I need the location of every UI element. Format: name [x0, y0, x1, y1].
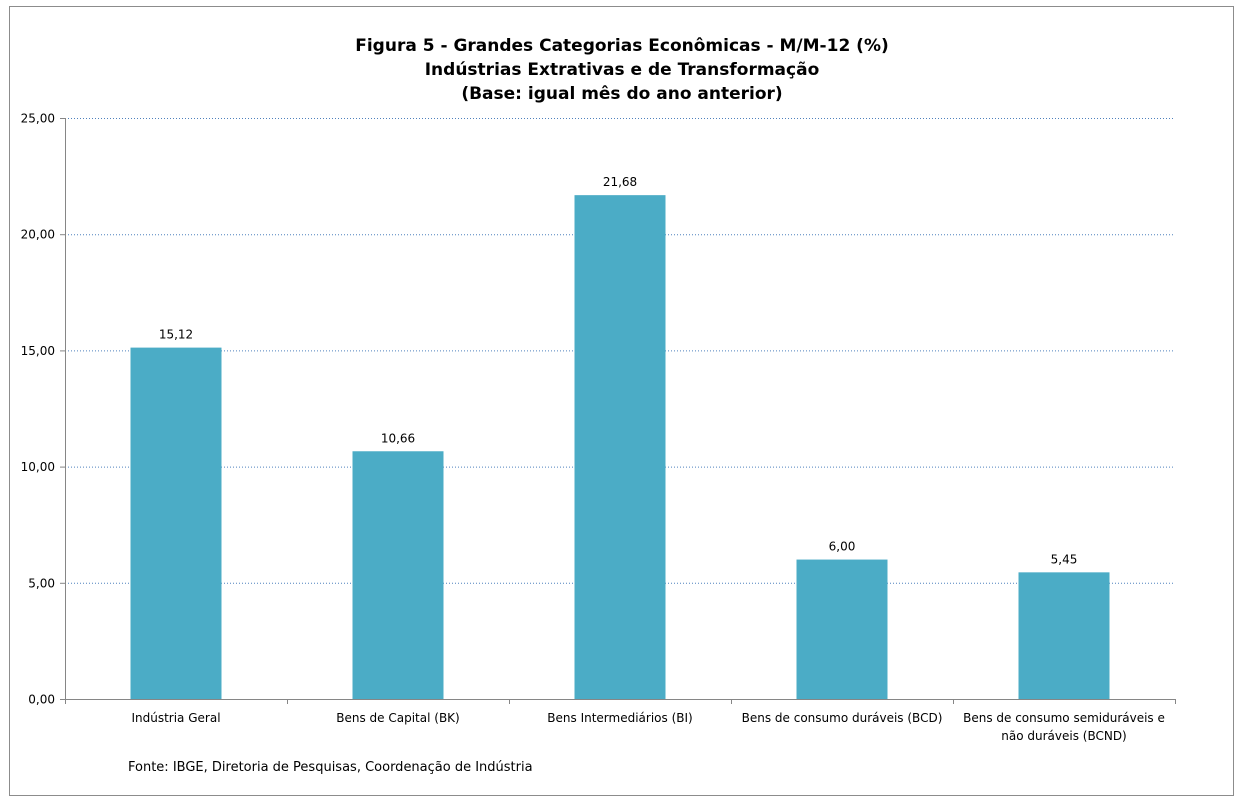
y-tick-label: 5,00 — [28, 576, 55, 590]
bar — [130, 347, 222, 699]
y-tick-label: 0,00 — [28, 693, 55, 707]
chart-title-line-2: Indústrias Extrativas e de Transformação — [424, 60, 820, 80]
x-tick-label: Bens de Capital (BK) — [336, 711, 459, 725]
y-tick-label: 10,00 — [21, 460, 55, 474]
chart-title-line-1: Figura 5 - Grandes Categorias Econômicas… — [355, 36, 889, 56]
bar — [796, 559, 888, 699]
data-label: 21,68 — [603, 175, 637, 189]
chart-source: Fonte: IBGE, Diretoria de Pesquisas, Coo… — [128, 760, 533, 775]
bar — [574, 195, 666, 699]
y-tick-label: 25,00 — [21, 112, 55, 126]
data-label: 15,12 — [159, 328, 193, 342]
chart-title-line-3: (Base: igual mês do ano anterior) — [461, 84, 783, 104]
data-label: 5,45 — [1051, 552, 1078, 566]
data-label: 6,00 — [829, 540, 856, 554]
bar — [352, 451, 444, 699]
x-tick-label: Indústria Geral — [131, 711, 220, 725]
data-label: 10,66 — [381, 431, 415, 445]
x-tick-label: não duráveis (BCND) — [1001, 729, 1127, 743]
bar-chart: 0,00 5,00 10,00 15,00 20,00 25,00 15,12 10,66 21… — [21, 112, 1176, 743]
chart-title: Figura 5 - Grandes Categorias Econômicas… — [9, 34, 1235, 106]
bar — [1018, 572, 1110, 699]
y-tick-label: 20,00 — [21, 228, 55, 242]
x-tick-label: Bens de consumo semiduráveis e — [963, 711, 1165, 725]
y-tick-label: 15,00 — [21, 344, 55, 358]
x-tick-label: Bens de consumo duráveis (BCD) — [742, 711, 943, 725]
x-tick-label: Bens Intermediários (BI) — [547, 711, 692, 725]
